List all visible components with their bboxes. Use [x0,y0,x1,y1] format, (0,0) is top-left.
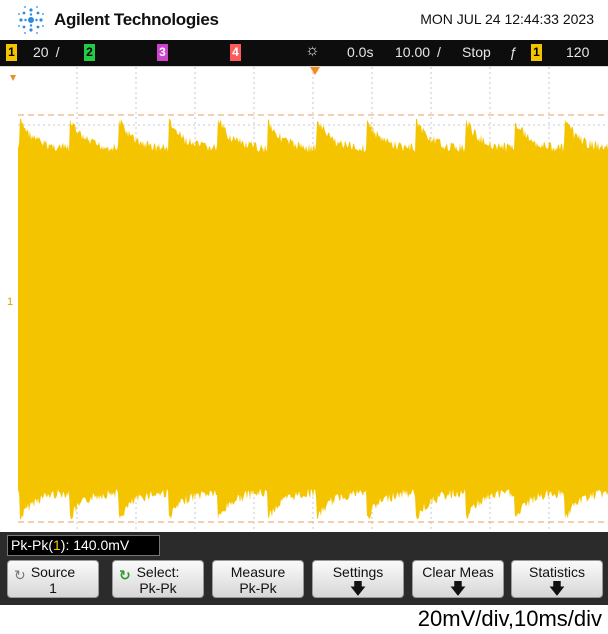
channel-2-indicator[interactable]: 2 [84,44,95,61]
softkey-label: Select: [136,564,180,580]
rotate-icon: ↻ [119,567,131,583]
datetime: MON JUL 24 12:44:33 2023 [420,11,594,27]
agilent-logo-icon [18,6,44,34]
clear-meas-softkey[interactable]: Clear Meas 🡇 [412,560,504,598]
pk-pk-readout: Pk-Pk(1): 140.0mV [7,535,160,556]
channel-3-indicator[interactable]: 3 [157,44,168,61]
softkey-value: 1 [49,580,57,596]
down-arrow-icon: 🡇 [449,581,467,598]
channel-1-indicator[interactable]: 1 [6,44,17,61]
settings-softkey[interactable]: Settings 🡇 [312,560,404,598]
down-arrow-icon: 🡇 [548,581,566,598]
softkey-label: Clear Meas [422,564,494,580]
softkey-label: Settings [332,564,384,580]
waveform-plot: 1 [7,67,608,533]
source-softkey[interactable]: ↻ Source 1 [7,560,99,598]
down-arrow-icon: 🡇 [349,581,367,598]
trigger-level-marker [10,75,16,81]
scale-caption: 20mV/div,10ms/div [417,606,602,631]
softkey-label: Statistics [528,564,585,580]
trigger-channel-indicator: 1 [531,44,542,61]
statistics-softkey[interactable]: Statistics 🡇 [511,560,603,598]
status-bar: 1 20 / 2 3 4 ☼ 0.0s 10.00 / Stop ƒ 1 120 [0,40,608,66]
waveform-display[interactable]: 1 [0,66,608,533]
measurement-label: Pk-Pk( [11,537,53,553]
channel-1-ground-marker: 1 [7,296,13,308]
time-delay: 0.0s [347,44,374,60]
measurement-channel: 1 [53,537,61,553]
trigger-slope-icon: ƒ [509,44,517,60]
softkey-value: Pk-Pk [239,580,277,596]
rotate-icon: ↻ [14,567,26,583]
channel-1-scale: 20 / [33,44,60,60]
header: Agilent Technologies MON JUL 24 12:44:33… [0,0,608,40]
brightness-icon: ☼ [305,42,320,59]
softkey-label: Measure [230,564,286,580]
trigger-level: 120 [566,44,597,60]
trigger-position-marker [310,67,320,75]
measurement-bar: Pk-Pk(1): 140.0mV [0,532,608,557]
select-softkey[interactable]: ↻ Select: Pk-Pk [112,560,204,598]
channel-4-indicator[interactable]: 4 [230,44,241,61]
time-scale: 10.00 / [395,44,441,60]
softkey-bar: ↻ Source 1 ↻ Select: Pk-Pk Measure Pk-Pk… [0,557,608,605]
softkey-value: Pk-Pk [139,580,177,596]
channel-1-trace [18,119,608,519]
measure-softkey[interactable]: Measure Pk-Pk [212,560,304,598]
brand-name: Agilent Technologies [54,10,219,29]
measurement-value: ): 140.0mV [60,537,130,553]
softkey-label: Source [30,564,76,580]
run-state: Stop [462,44,491,60]
